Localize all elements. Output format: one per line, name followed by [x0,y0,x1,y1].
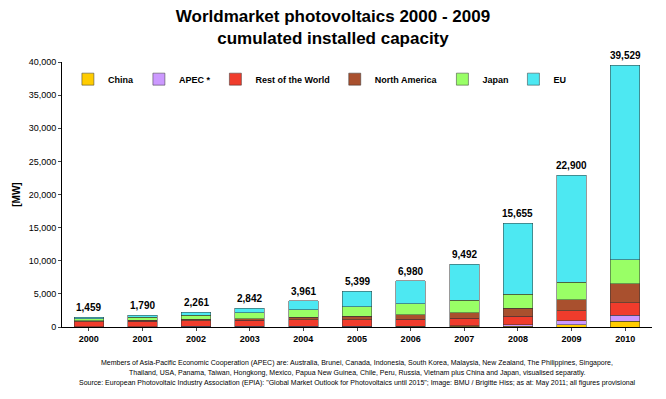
svg-text:2006: 2006 [401,334,421,344]
svg-text:5,399: 5,399 [345,276,370,287]
svg-text:1,790: 1,790 [130,300,155,311]
svg-text:1,459: 1,459 [76,302,101,313]
svg-text:25,000: 25,000 [29,157,57,167]
svg-text:China: China [108,75,134,85]
svg-text:15,000: 15,000 [29,223,57,233]
svg-text:2000: 2000 [79,334,99,344]
svg-text:2001: 2001 [132,334,152,344]
svg-text:2008: 2008 [508,334,528,344]
svg-text:9,492: 9,492 [452,249,477,260]
svg-text:22,900: 22,900 [556,160,587,171]
svg-text:2010: 2010 [615,334,635,344]
svg-text:2,261: 2,261 [184,297,209,308]
svg-text:2004: 2004 [293,334,313,344]
svg-text:2009: 2009 [562,334,582,344]
svg-text:15,655: 15,655 [502,208,533,219]
svg-text:6,980: 6,980 [398,266,423,277]
svg-text:5,000: 5,000 [34,289,57,299]
svg-text:Thailand, USA, Panama, Taiwan,: Thailand, USA, Panama, Taiwan, Hongkong,… [129,369,585,377]
svg-text:3,961: 3,961 [291,286,316,297]
svg-text:Japan: Japan [482,75,508,85]
svg-text:39,529: 39,529 [610,50,641,61]
svg-text:North America: North America [375,75,438,85]
svg-text:40,000: 40,000 [29,57,57,67]
svg-text:2007: 2007 [454,334,474,344]
svg-text:Source: European Photovoltaic: Source: European Photovoltaic Industry A… [79,379,636,387]
svg-text:2002: 2002 [186,334,206,344]
svg-text:10,000: 10,000 [29,256,57,266]
svg-text:APEC *: APEC * [179,75,211,85]
svg-text:2005: 2005 [347,334,367,344]
svg-text:[MW]: [MW] [11,182,22,206]
svg-text:2003: 2003 [240,334,260,344]
svg-text:Rest of the World: Rest of the World [255,75,329,85]
svg-text:2,842: 2,842 [237,293,262,304]
svg-text:20,000: 20,000 [29,190,57,200]
svg-text:Worldmarket photovoltaics 2000: Worldmarket photovoltaics 2000 - 2009cum… [176,7,490,48]
svg-text:35,000: 35,000 [29,90,57,100]
svg-text:0: 0 [51,322,56,332]
svg-text:Members of Asia-Pacific Econom: Members of Asia-Pacific Economic Coopera… [101,359,613,367]
svg-text:30,000: 30,000 [29,123,57,133]
svg-text:EU: EU [553,75,566,85]
